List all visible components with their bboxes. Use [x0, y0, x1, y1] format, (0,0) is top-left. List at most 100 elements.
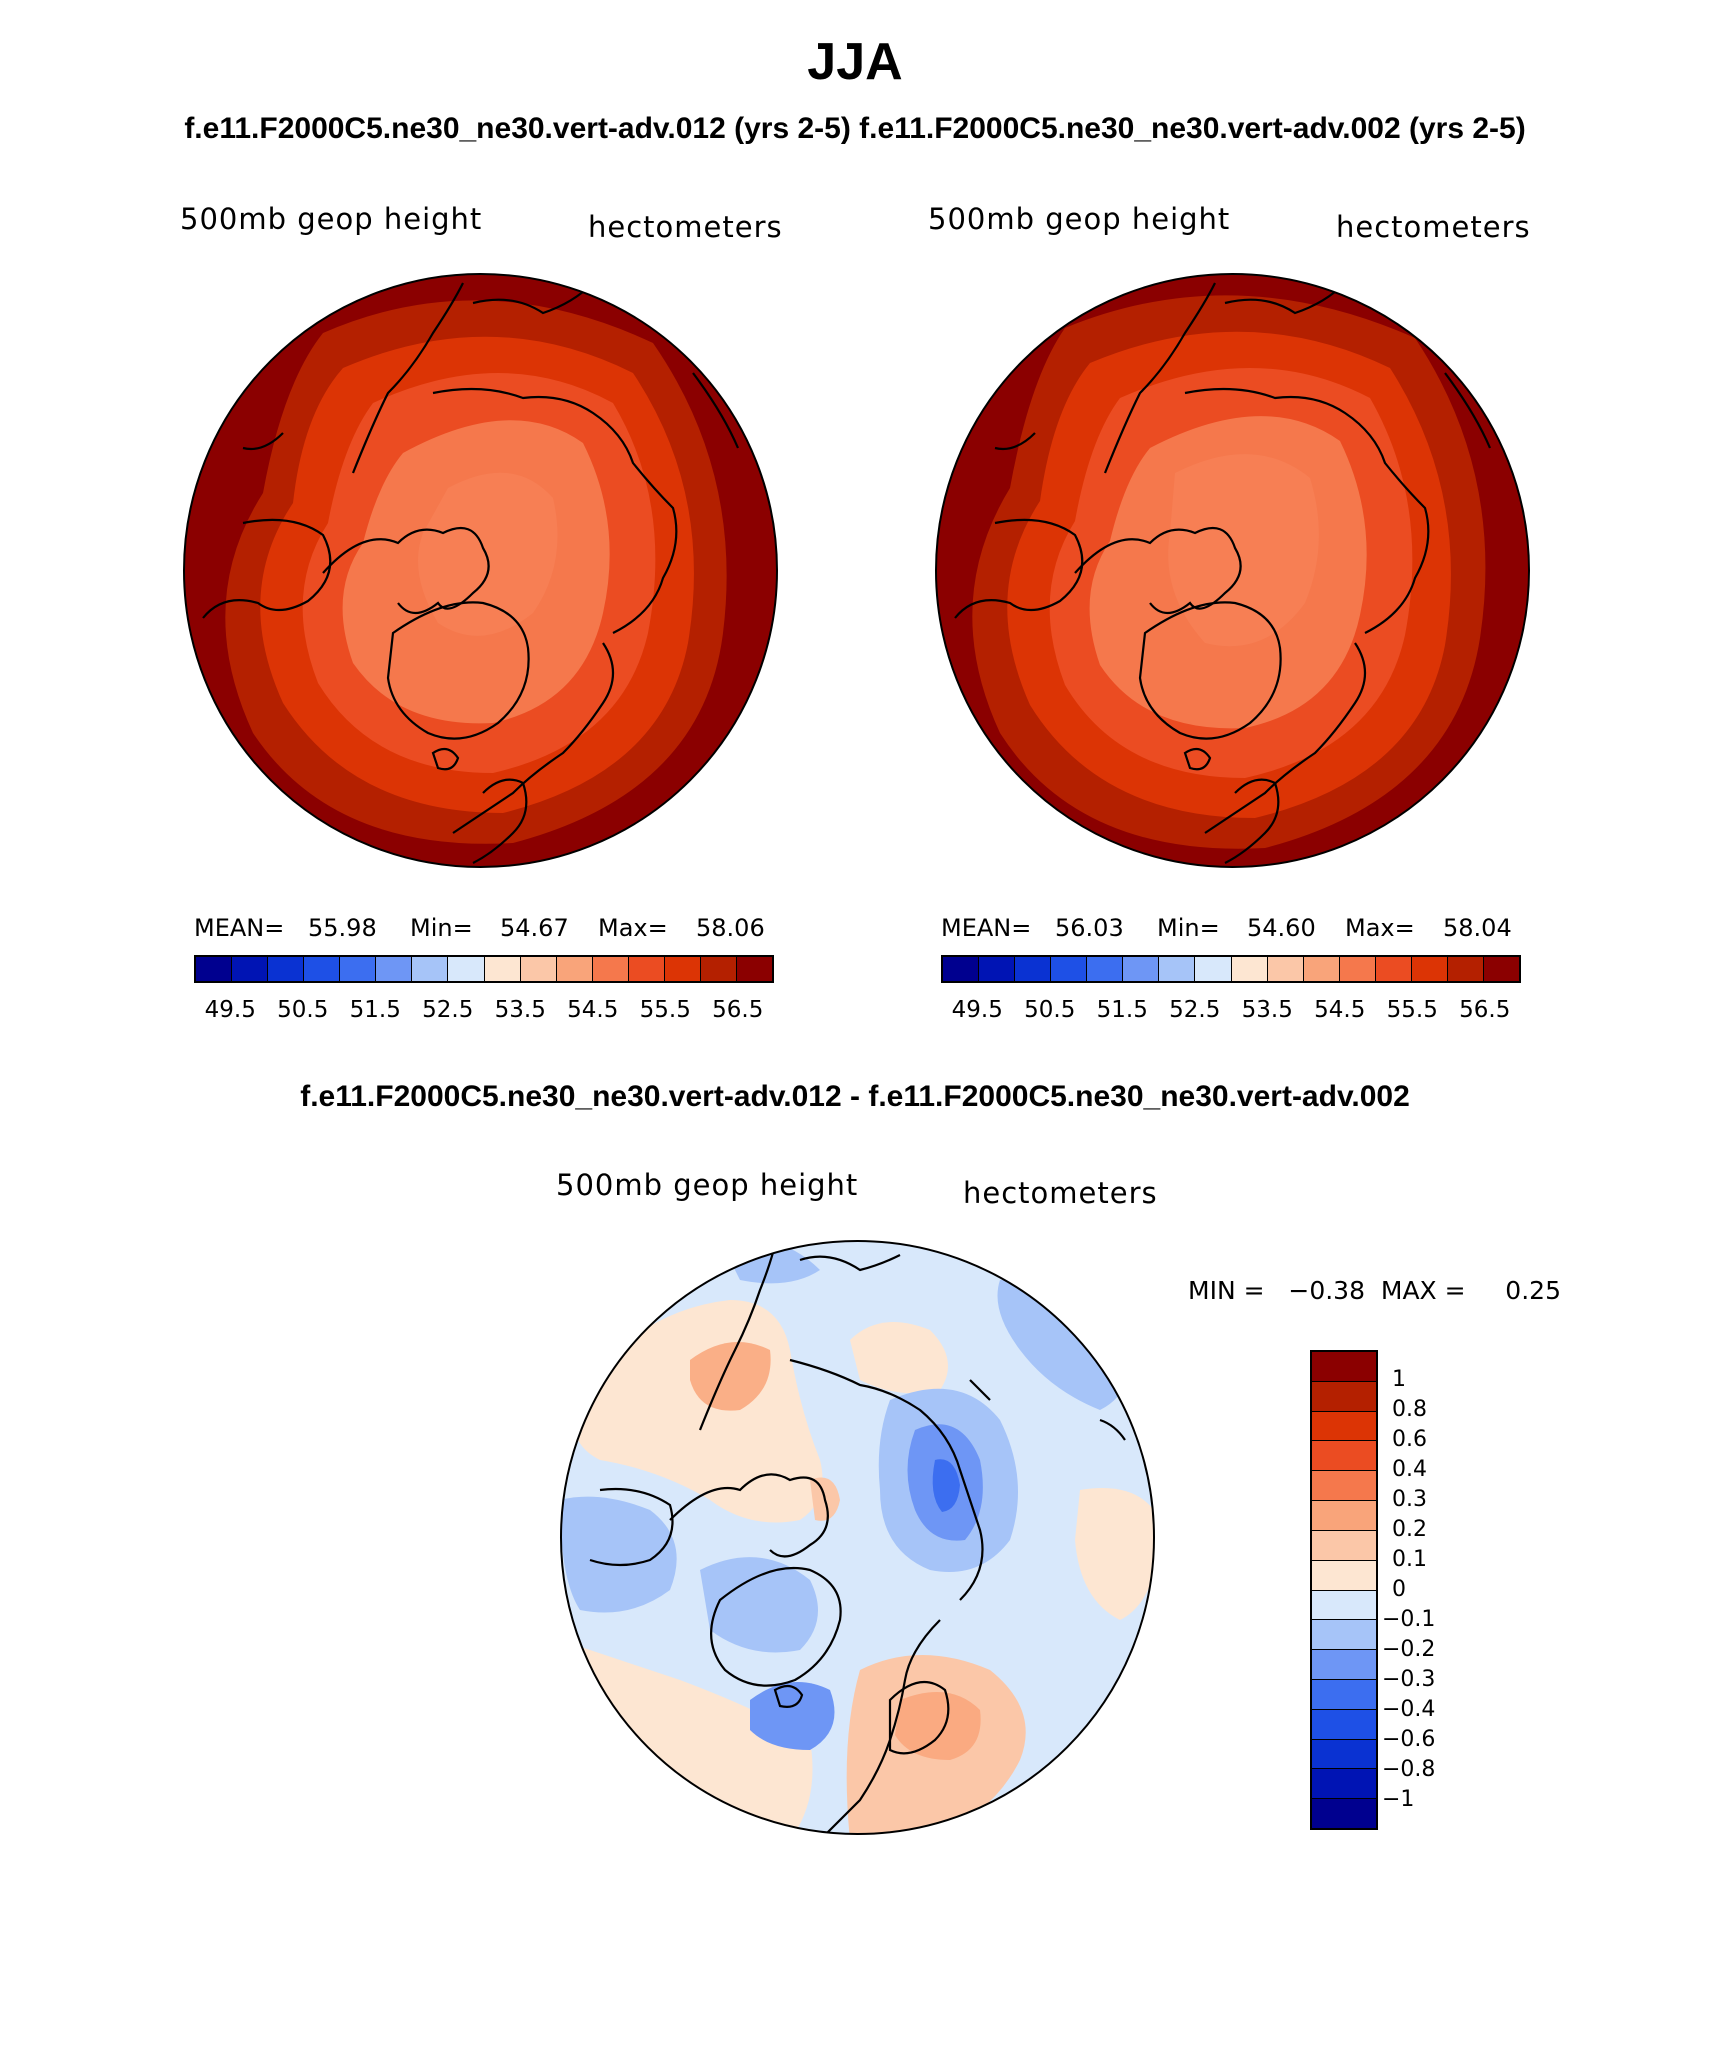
colorbar-tick-label: 53.5	[1241, 997, 1293, 1023]
colorbar-tick-label: 50.5	[277, 997, 329, 1023]
diff-colorbar-swatch	[1312, 1620, 1376, 1651]
colorbar-tick-label: 52.5	[1169, 997, 1221, 1023]
diff-colorbar-swatch	[1312, 1471, 1376, 1502]
colorbar-swatch	[1087, 957, 1124, 981]
colorbar-tick-label: 49.5	[204, 997, 256, 1023]
panel2-polar-map	[935, 273, 1530, 868]
colorbar-tick-label: 53.5	[494, 997, 546, 1023]
panel2-min-label: Min=	[1157, 914, 1220, 942]
colorbar-swatch	[1375, 957, 1412, 981]
diff-colorbar-tick-label: −0.1	[1382, 1607, 1436, 1632]
colorbar-swatch	[592, 957, 629, 981]
diff-colorbar-tick-label: 1	[1392, 1367, 1406, 1392]
diff-colorbar-swatch	[1312, 1739, 1376, 1770]
colorbar-swatch	[304, 957, 341, 981]
colorbar-tick-label: 50.5	[1024, 997, 1076, 1023]
diff-colorbar-tick-label: −1	[1382, 1787, 1415, 1812]
panel1-min-value: 54.67	[500, 914, 569, 942]
diff-colorbar-tick-label: 0	[1392, 1577, 1406, 1602]
colorbar-swatch	[376, 957, 413, 981]
colorbar-swatch	[1123, 957, 1160, 981]
diff-colorbar-swatch	[1312, 1769, 1376, 1800]
panel2-mean-label: MEAN=	[941, 914, 1032, 942]
panel2-colorbar	[941, 955, 1521, 983]
diff-colorbar-tick-label: 0.3	[1392, 1487, 1427, 1512]
colorbar-swatch	[556, 957, 593, 981]
colorbar-swatch	[1303, 957, 1340, 981]
colorbar-tick-label: 54.5	[1314, 997, 1366, 1023]
panel1-coastlines	[202, 282, 740, 864]
colorbar-swatch	[268, 957, 305, 981]
panel1-mean-label: MEAN=	[194, 914, 285, 942]
panel1-mean-value: 55.98	[308, 914, 377, 942]
colorbar-swatch	[1051, 957, 1088, 981]
diff-colorbar-swatch	[1312, 1650, 1376, 1680]
colorbar-swatch	[1195, 957, 1232, 981]
colorbar-swatch	[1447, 957, 1484, 981]
diff-colorbar-swatch	[1312, 1441, 1376, 1472]
colorbar-swatch	[736, 957, 772, 981]
diff-colorbar-swatch	[1312, 1560, 1376, 1591]
colorbar-swatch	[1267, 957, 1304, 981]
panel2-variable-label: 500mb geop height	[928, 202, 1231, 236]
diff-colorbar-tick-label: 0.2	[1392, 1517, 1427, 1542]
diff-colorbar-tick-label: −0.2	[1382, 1637, 1436, 1662]
season-title: JJA	[807, 33, 903, 91]
diff-colorbar-tick-label: −0.3	[1382, 1667, 1436, 1692]
colorbar-swatch	[448, 957, 485, 981]
colorbar-swatch	[1159, 957, 1196, 981]
colorbar-tick-label: 51.5	[1096, 997, 1148, 1023]
diff-colorbar-swatch	[1312, 1709, 1376, 1740]
colorbar-swatch	[943, 957, 980, 981]
colorbar-tick-label: 55.5	[1386, 997, 1438, 1023]
colorbar-swatch	[340, 957, 377, 981]
colorbar-swatch	[664, 957, 701, 981]
diff-colorbar-tick-label: 0.4	[1392, 1457, 1427, 1482]
colorbar-swatch	[484, 957, 521, 981]
colorbar-tick-label: 52.5	[422, 997, 474, 1023]
diff-colorbar-swatch	[1312, 1381, 1376, 1412]
panel1-min-label: Min=	[410, 914, 473, 942]
colorbar-swatch	[520, 957, 557, 981]
diff-colorbar-tick-label: −0.8	[1382, 1757, 1436, 1782]
diff-variable-label: 500mb geop height	[556, 1168, 859, 1202]
colorbar-tick-label: 49.5	[951, 997, 1003, 1023]
colorbar-swatch	[700, 957, 737, 981]
panel2-min-value: 54.60	[1247, 914, 1316, 942]
diff-colorbar-tick-label: −0.4	[1382, 1697, 1436, 1722]
colorbar-swatch	[232, 957, 269, 981]
colorbar-tick-label: 56.5	[712, 997, 764, 1023]
colorbar-tick-label: 54.5	[567, 997, 619, 1023]
panel2-max-value: 58.04	[1443, 914, 1512, 942]
colorbar-swatch	[1483, 957, 1519, 981]
colorbar-swatch	[1339, 957, 1376, 981]
diff-colorbar-swatch	[1312, 1501, 1376, 1531]
difference-colorbar	[1310, 1350, 1378, 1830]
colorbar-swatch	[1015, 957, 1052, 981]
panel1-polar-map	[183, 273, 778, 868]
diff-colorbar-swatch	[1312, 1679, 1376, 1710]
colorbar-tick-label: 56.5	[1459, 997, 1511, 1023]
colorbar-swatch	[979, 957, 1016, 981]
difference-coastlines	[589, 1244, 1126, 1835]
colorbar-swatch	[628, 957, 665, 981]
panel1-max-value: 58.06	[696, 914, 765, 942]
diff-colorbar-tick-label: 0.8	[1392, 1397, 1427, 1422]
panel2-mean-value: 56.03	[1055, 914, 1124, 942]
panel1-units-label: hectometers	[588, 210, 783, 244]
diff-colorbar-swatch	[1312, 1590, 1376, 1621]
diff-minmax: MIN = −0.38 MAX = 0.25	[1188, 1276, 1561, 1305]
diff-colorbar-tick-label: 0.1	[1392, 1547, 1427, 1572]
diff-colorbar-swatch	[1312, 1530, 1376, 1561]
panel1-variable-label: 500mb geop height	[180, 202, 483, 236]
diff-colorbar-swatch	[1312, 1352, 1376, 1382]
colorbar-tick-label: 55.5	[639, 997, 691, 1023]
colorbar-swatch	[196, 957, 233, 981]
diff-colorbar-swatch	[1312, 1799, 1376, 1828]
colorbar-swatch	[1231, 957, 1268, 981]
colorbar-swatch	[1411, 957, 1448, 981]
panel2-units-label: hectometers	[1336, 210, 1531, 244]
diff-colorbar-tick-label: −0.6	[1382, 1727, 1436, 1752]
colorbar-tick-label: 51.5	[349, 997, 401, 1023]
panel1-colorbar	[194, 955, 774, 983]
